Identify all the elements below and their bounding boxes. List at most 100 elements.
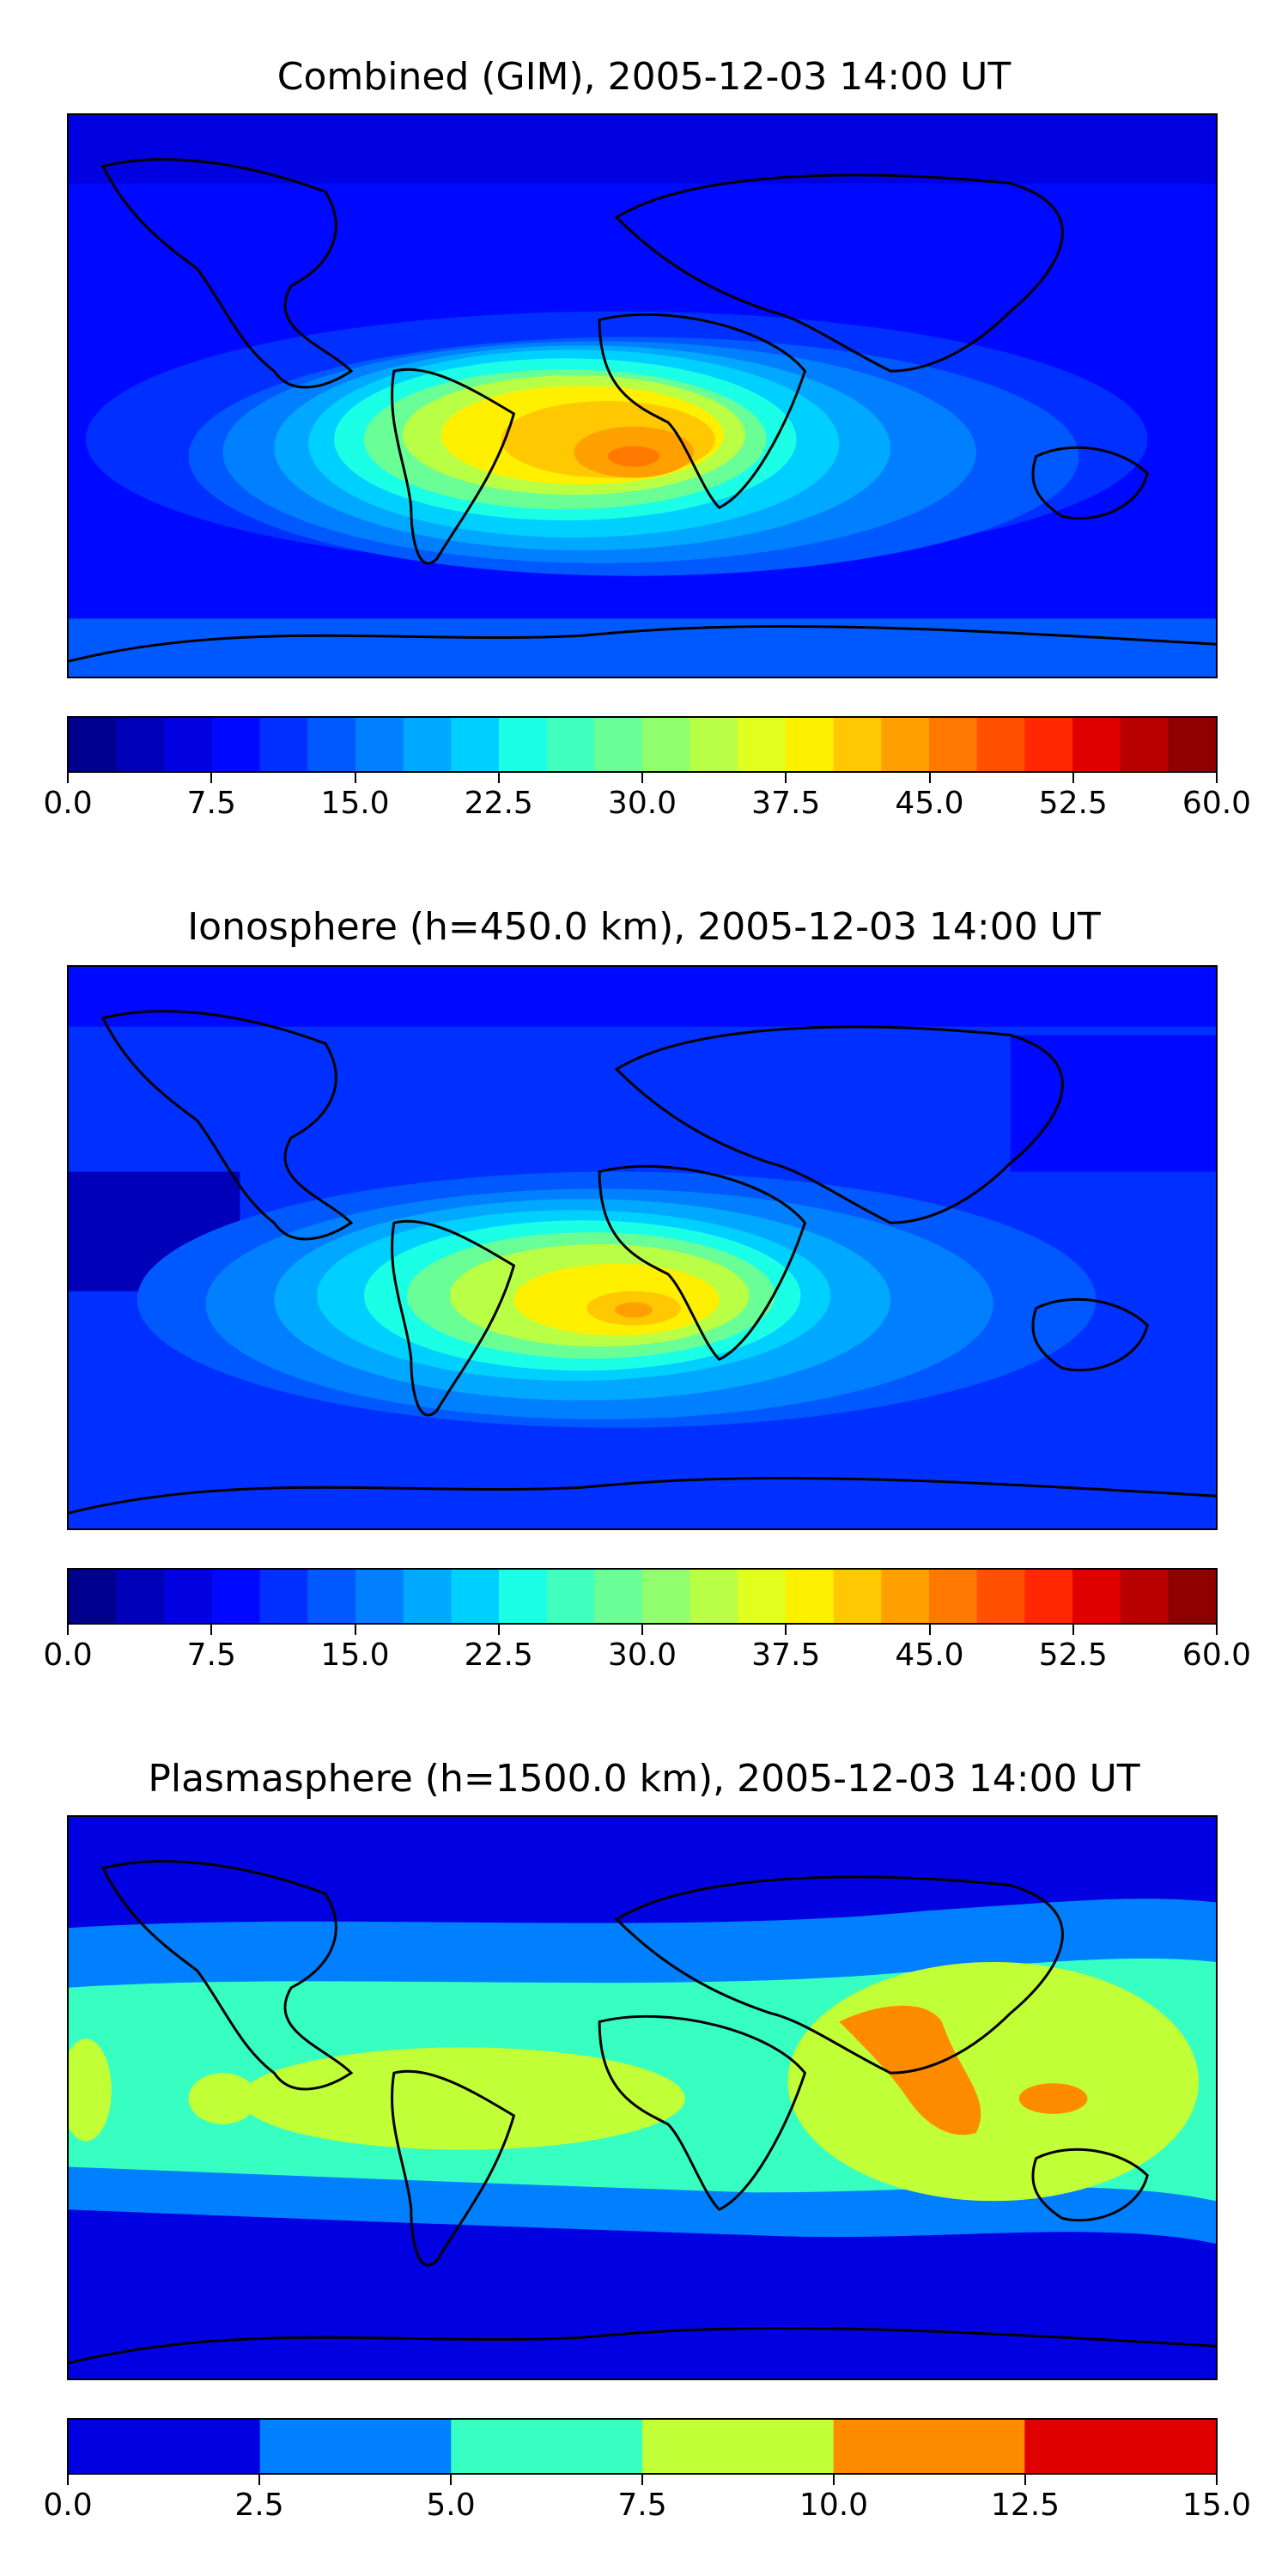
colorbar-segment	[164, 1570, 213, 1623]
colorbar-segment	[69, 718, 118, 771]
colorbar-tick-label: 22.5	[464, 786, 533, 821]
colorbar-segment	[116, 1570, 165, 1623]
colorbar-segment	[355, 1570, 404, 1623]
colorbar-segment	[307, 1570, 356, 1623]
colorbar-segment	[976, 718, 1025, 771]
colorbar-segment	[403, 718, 452, 771]
map-combined-tec	[67, 113, 1218, 678]
colorbar-segment	[403, 1570, 452, 1623]
colorbar-tick-label: 52.5	[1038, 786, 1108, 821]
colorbar-tick-label: 30.0	[607, 1637, 677, 1673]
colorbar-segment	[307, 718, 356, 771]
colorbar-tick-mark	[928, 773, 931, 783]
colorbar-segment	[164, 718, 213, 771]
colorbar-tick-label: 0.0	[43, 786, 93, 821]
colorbar-tick-label: 0.0	[43, 1637, 93, 1673]
colorbar-segment	[212, 1570, 261, 1623]
colorbar-tick-label: 0.0	[43, 2488, 93, 2523]
colorbar-plasmasphere	[67, 2418, 1218, 2475]
colorbar-tick-mark	[67, 1625, 69, 1635]
colorbar-segment	[546, 718, 595, 771]
colorbar-segment	[451, 2420, 643, 2473]
colorbar-segment	[259, 2420, 452, 2473]
colorbar-tick-mark	[67, 2475, 69, 2485]
colorbar-segment	[929, 718, 978, 771]
colorbar-ionosphere	[67, 1568, 1218, 1625]
colorbar-tick-label: 30.0	[607, 786, 677, 821]
colorbar-tick-label: 45.0	[895, 1637, 964, 1673]
colorbar-segment	[976, 1570, 1025, 1623]
colorbar-segment	[833, 718, 882, 771]
colorbar-tick-mark	[210, 773, 213, 783]
panel-title-ionosphere: Ionosphere (h=450.0 km), 2005-12-03 14:0…	[187, 905, 1101, 949]
colorbar-segment	[1024, 2420, 1217, 2473]
colorbar-ticks-plasmasphere: 0.0 2.5 5.0 7.5 10.0 12.5 15.0	[43, 2475, 1251, 2526]
colorbar-segment	[116, 718, 165, 771]
colorbar-segment	[786, 1570, 835, 1623]
colorbar-tick-mark	[641, 773, 643, 783]
colorbar-tick-mark	[210, 1625, 213, 1635]
colorbar-tick-mark	[1072, 1625, 1074, 1635]
colorbar-tick-mark	[1216, 1625, 1218, 1635]
colorbar-segment	[499, 1570, 548, 1623]
colorbar-tick-mark	[67, 773, 69, 783]
colorbar-combined	[67, 716, 1218, 773]
colorbar-tick-label: 5.0	[426, 2488, 476, 2523]
colorbar-ticks-combined: 0.0 7.5 15.0 22.5 30.0 37.5 45.0 52.5 60.0	[43, 773, 1251, 824]
colorbar-segment	[881, 718, 930, 771]
colorbar-tick-label: 37.5	[751, 786, 821, 821]
colorbar-segment	[738, 718, 787, 771]
colorbar-tick-label: 52.5	[1038, 1637, 1108, 1673]
colorbar-segment	[690, 1570, 738, 1623]
colorbar-tick-label: 60.0	[1182, 786, 1252, 821]
colorbar-tick-mark	[641, 2475, 643, 2485]
colorbar-segment	[1072, 1570, 1121, 1623]
colorbar-tick-mark	[354, 773, 356, 783]
colorbar-segment	[594, 1570, 643, 1623]
colorbar-tick-mark	[1024, 2475, 1026, 2485]
colorbar-tick-mark	[497, 1625, 500, 1635]
colorbar-segment	[69, 2420, 261, 2473]
colorbar-segment	[1120, 1570, 1169, 1623]
colorbar-segment	[451, 718, 500, 771]
map-ionosphere-tec	[67, 965, 1218, 1530]
colorbar-segment	[69, 1570, 118, 1623]
colorbar-tick-mark	[1216, 2475, 1218, 2485]
colorbar-tick-label: 7.5	[186, 786, 236, 821]
colorbar-segment	[546, 1570, 595, 1623]
colorbar-segment	[738, 1570, 787, 1623]
colorbar-segment	[1168, 1570, 1217, 1623]
colorbar-tick-label: 15.0	[320, 1637, 390, 1673]
colorbar-tick-mark	[354, 1625, 356, 1635]
colorbar-segment	[642, 1570, 691, 1623]
panel-title-combined: Combined (GIM), 2005-12-03 14:00 UT	[276, 55, 1012, 99]
colorbar-segment	[1168, 718, 1217, 771]
colorbar-tick-mark	[833, 2475, 835, 2485]
colorbar-tick-mark	[258, 2475, 260, 2485]
colorbar-tick-label: 60.0	[1182, 1637, 1252, 1673]
colorbar-segment	[259, 718, 308, 771]
colorbar-tick-mark	[785, 1625, 787, 1635]
colorbar-tick-mark	[928, 1625, 931, 1635]
map-plasmasphere-tec	[67, 1815, 1218, 2380]
colorbar-segment	[881, 1570, 930, 1623]
colorbar-tick-label: 15.0	[1182, 2488, 1252, 2523]
colorbar-tick-label: 12.5	[990, 2488, 1060, 2523]
colorbar-segment	[833, 1570, 882, 1623]
colorbar-tick-label: 10.0	[799, 2488, 869, 2523]
colorbar-tick-label: 15.0	[320, 786, 390, 821]
colorbar-tick-label: 7.5	[186, 1637, 236, 1673]
colorbar-tick-mark	[1072, 773, 1074, 783]
colorbar-segment	[1024, 718, 1073, 771]
colorbar-segment	[1120, 718, 1169, 771]
colorbar-tick-mark	[1216, 773, 1218, 783]
colorbar-tick-label: 2.5	[234, 2488, 284, 2523]
panel-title-plasmasphere: Plasmasphere (h=1500.0 km), 2005-12-03 1…	[148, 1757, 1140, 1801]
colorbar-tick-mark	[497, 773, 500, 783]
colorbar-segment	[833, 2420, 1025, 2473]
colorbar-segment	[499, 718, 548, 771]
colorbar-tick-mark	[785, 773, 787, 783]
colorbar-segment	[642, 2420, 835, 2473]
colorbar-segment	[642, 718, 691, 771]
colorbar-segment	[259, 1570, 308, 1623]
